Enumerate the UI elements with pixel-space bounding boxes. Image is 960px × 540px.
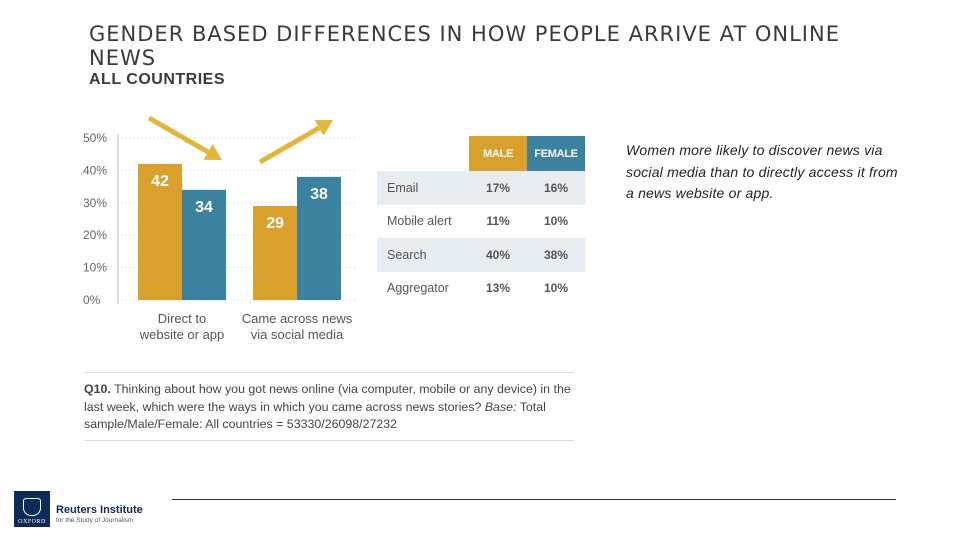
- row-label: Search: [387, 247, 427, 262]
- page-subtitle: ALL COUNTRIES: [89, 71, 225, 88]
- bar-male: [253, 206, 297, 300]
- survey-question: Q10. Thinking about how you got news onl…: [84, 381, 579, 434]
- female-value: 38%: [543, 247, 569, 262]
- bar-female: [182, 189, 226, 300]
- y-tick-label: 0%: [83, 293, 101, 307]
- y-tick-label: 10%: [83, 261, 107, 275]
- x-category-label: website or app: [139, 327, 225, 342]
- base-text: Total sample/Male/Female: All countries …: [84, 399, 546, 432]
- x-category-label: Came across news: [242, 311, 353, 326]
- y-tick-label: 40%: [83, 163, 107, 177]
- row-label: Mobile alert: [387, 214, 452, 229]
- table-row: Aggregator 13% 10%: [377, 272, 585, 306]
- reuters-institute-logo: OXFORD Reuters Institute for the Study o…: [14, 491, 143, 527]
- oxford-crest-icon: OXFORD: [14, 491, 50, 527]
- table-row: Email 17% 16%: [377, 171, 585, 205]
- header-female: FEMALE: [527, 136, 585, 171]
- question-number: Q10.: [84, 382, 111, 396]
- logo-name: Reuters Institute: [56, 504, 143, 516]
- table-row: Search 40% 38%: [377, 238, 585, 272]
- female-value: 10%: [543, 214, 569, 229]
- logo-tagline: for the Study of Journalism: [56, 517, 134, 524]
- y-tick-label: 20%: [83, 228, 107, 242]
- bar-female: [297, 176, 341, 300]
- footer-rule: [172, 499, 896, 500]
- header-male: MALE: [469, 136, 527, 171]
- arrow-down-right-icon: [147, 115, 222, 160]
- male-value: 17%: [485, 180, 511, 195]
- male-value: 40%: [485, 247, 511, 262]
- page-title: GENDER BASED DIFFERENCES IN HOW PEOPLE A…: [89, 22, 840, 70]
- table-header: MALE FEMALE: [469, 136, 585, 171]
- x-category-label: via social media: [251, 327, 344, 342]
- referral-table: MALE FEMALE Email 17% 16% Mobile alert 1…: [377, 136, 585, 305]
- question-text: Thinking about how you got news online (…: [84, 382, 571, 414]
- bar-male: [138, 163, 182, 300]
- x-category-label: Direct to: [158, 311, 206, 326]
- divider: [84, 440, 574, 441]
- row-label: Aggregator: [387, 281, 449, 296]
- insight-note: Women more likely to discover news via s…: [626, 142, 898, 201]
- bar-chart: 0% 10% 20% 30% 40% 50% 42 34 29 38 Direct towebs…: [83, 115, 356, 342]
- base-label: Base:: [484, 399, 517, 414]
- table-row: Mobile alert 11% 10%: [377, 205, 585, 239]
- data-label: 34: [195, 199, 213, 216]
- data-label: 42: [151, 173, 169, 190]
- data-label: 38: [310, 186, 328, 203]
- female-value: 10%: [543, 281, 569, 296]
- arrow-up-right-icon: [258, 120, 333, 165]
- data-label: 29: [266, 215, 284, 232]
- divider: [84, 372, 574, 373]
- male-value: 13%: [485, 281, 511, 296]
- y-tick-label: 30%: [83, 196, 107, 210]
- row-label: Email: [387, 180, 419, 195]
- female-value: 16%: [543, 180, 569, 195]
- y-tick-label: 50%: [83, 131, 107, 145]
- male-value: 11%: [486, 214, 510, 229]
